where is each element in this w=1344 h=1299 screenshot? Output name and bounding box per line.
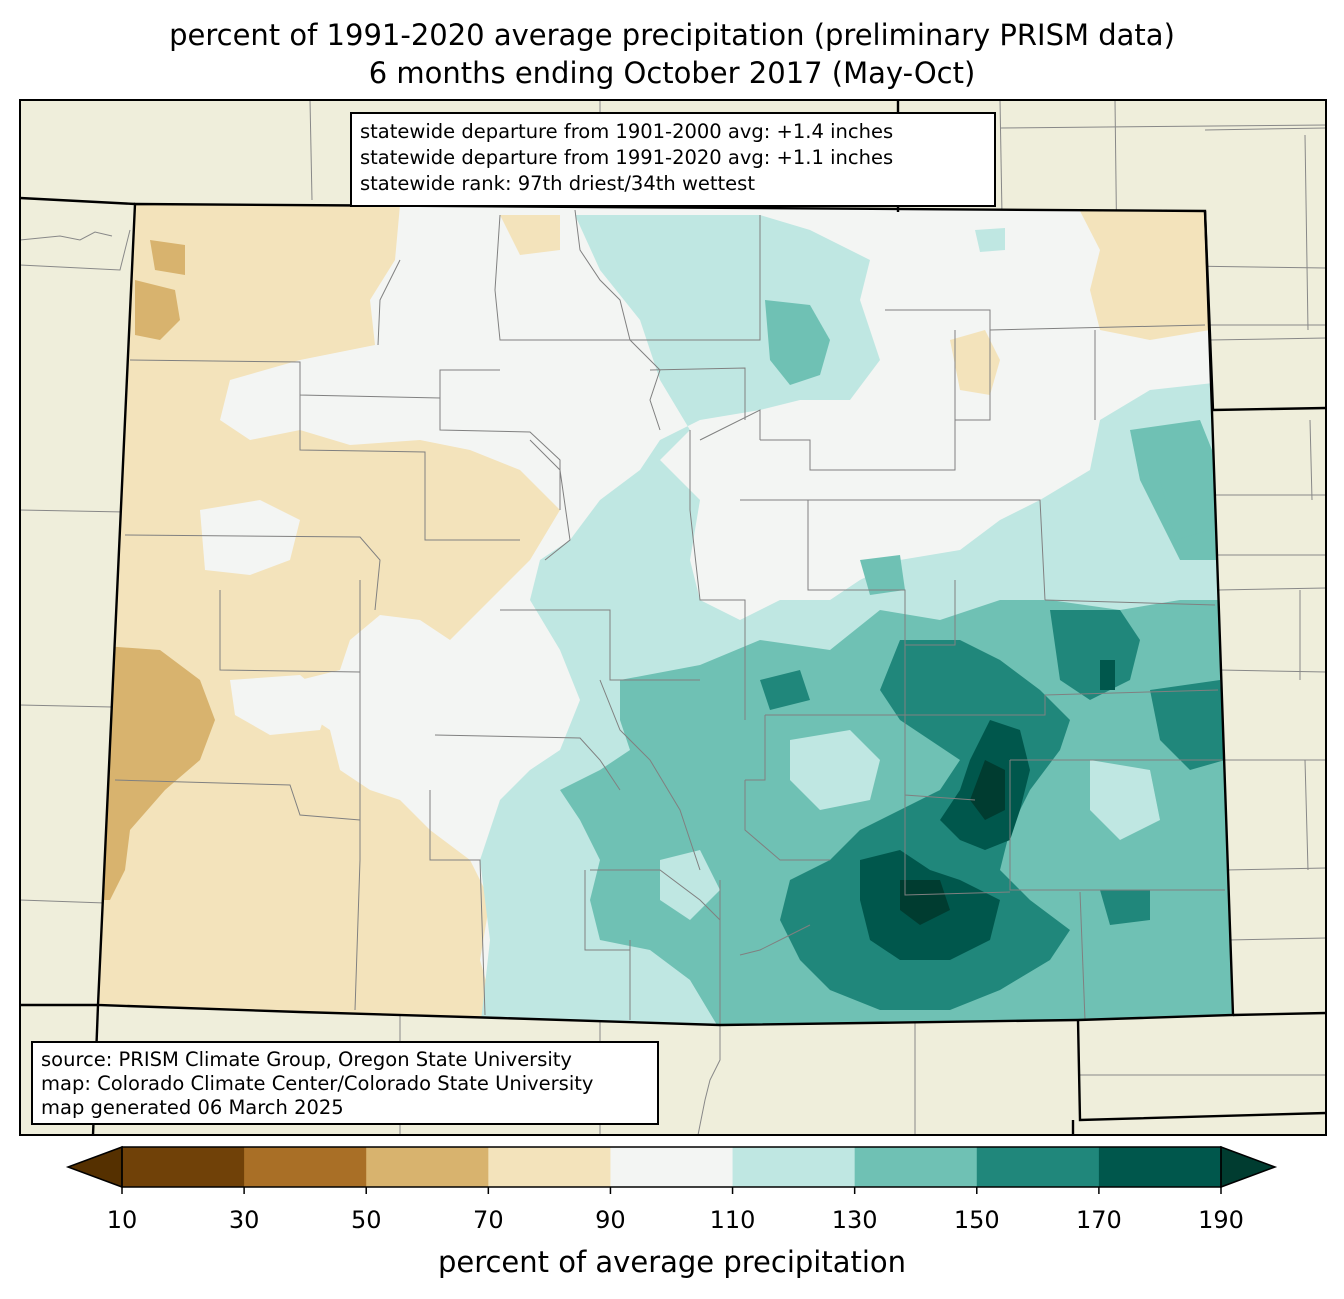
- source-box: source: PRISM Climate Group, Oregon Stat…: [31, 1041, 659, 1125]
- precip-zone-110-130: [1090, 760, 1160, 840]
- colorbar-bin: [854, 1147, 978, 1187]
- colorbar-bin: [122, 1147, 245, 1187]
- stats-line: statewide rank: 97th driest/34th wettest: [360, 172, 755, 195]
- colorbar-bin: [976, 1147, 1100, 1187]
- colorbar-outline: [121, 1146, 1222, 1188]
- colorbar-bin: [488, 1147, 611, 1187]
- colorbar-bin: [366, 1147, 489, 1187]
- neighbor-county-lines: [20, 100, 1326, 1135]
- source-line: map: Colorado Climate Center/Colorado St…: [41, 1072, 594, 1095]
- map-title-line-1: percent of 1991-2020 average precipitati…: [169, 18, 1175, 52]
- colorbar-over-arrow: [1220, 1145, 1278, 1189]
- map-frame: [19, 99, 1327, 1136]
- colorbar-tick-label: 10: [106, 1206, 138, 1234]
- colorbar-bin: [732, 1147, 856, 1187]
- precip-zone-50-70: [150, 240, 185, 275]
- colorbar-bin: [1098, 1147, 1222, 1187]
- statewide-stats-box: statewide departure from 1901-2000 avg: …: [350, 112, 996, 207]
- precip-zone-130-150: [765, 300, 830, 385]
- precip-zone-50-70: [135, 280, 180, 340]
- colorbar-tick-label: 130: [831, 1206, 878, 1234]
- colorbar-tick-label: 190: [1198, 1206, 1244, 1234]
- precip-zone-70-90: [98, 204, 560, 1025]
- colorbar: [65, 1145, 1278, 1194]
- precip-zone-70-90: [1080, 211, 1210, 340]
- colorbar-tick-label: 50: [350, 1206, 382, 1234]
- source-line: map generated 06 March 2025: [41, 1096, 344, 1119]
- precip-zone-150-170: [760, 670, 810, 710]
- colorbar-tick-label: 70: [473, 1206, 504, 1234]
- colorado-border: [96, 202, 1235, 1027]
- stats-line: statewide departure from 1991-2020 avg: …: [360, 146, 894, 169]
- precip-zone-110-130: [975, 228, 1005, 252]
- colorbar-tick-label: 150: [953, 1206, 1000, 1234]
- stats-line: statewide departure from 1901-2000 avg: …: [360, 120, 894, 143]
- precip-zone-70-90: [950, 330, 1000, 395]
- source-line: source: PRISM Climate Group, Oregon Stat…: [41, 1048, 572, 1071]
- county-lines: [114, 209, 1225, 1025]
- precip-zone-170-190: [1100, 660, 1115, 690]
- precip-zone-70-90: [500, 215, 560, 255]
- colorbar-tick-label: 30: [228, 1206, 260, 1234]
- colorbar-label: percent of average precipitation: [437, 1245, 907, 1279]
- precip-zone-130-150: [1160, 470, 1210, 540]
- colorbar-tick-label: 170: [1075, 1206, 1122, 1234]
- precip-zone-90-110: [200, 500, 300, 575]
- precip-zone-150-170: [1100, 890, 1150, 925]
- colorbar-tick-label: 90: [595, 1206, 626, 1234]
- precipitation-map: [19, 99, 1327, 1136]
- precip-zone-above-190: [900, 880, 950, 925]
- colorbar-bin: [244, 1147, 367, 1187]
- precip-zone-150-170: [1150, 680, 1225, 770]
- map-title-line-2: 6 months ending October 2017 (May-Oct): [368, 56, 976, 90]
- precip-zone-50-70: [98, 645, 215, 900]
- colorbar-tick-label: 110: [709, 1206, 756, 1234]
- precip-zone-150-170: [1050, 610, 1140, 700]
- precipitation-field: [98, 204, 1233, 1025]
- colorbar-bin: [610, 1147, 734, 1187]
- precip-zone-90-110: [230, 675, 330, 735]
- colorbar-under-arrow: [65, 1145, 123, 1189]
- precip-zone-110-130: [790, 730, 880, 810]
- precip-zone-above-190: [970, 760, 1005, 820]
- precip-zone-130-150: [860, 555, 905, 595]
- precip-zone-110-130: [660, 850, 720, 920]
